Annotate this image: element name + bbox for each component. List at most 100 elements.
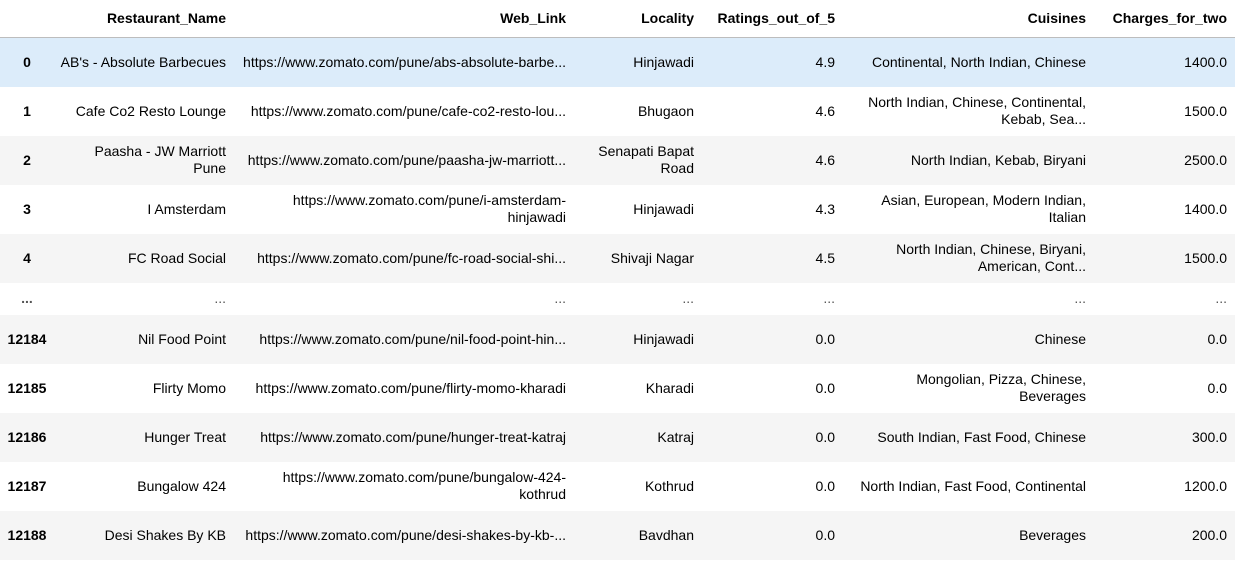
table-body: 0 AB's - Absolute Barbecues https://www.zo… xyxy=(0,37,1235,560)
cell-restaurant-name: Desi Shakes By KB xyxy=(104,526,226,543)
cell-web-link: https://www.zomato.com/pune/hunger-treat… xyxy=(260,428,566,445)
cell-ratings: 0.0 xyxy=(815,330,835,347)
row-index: 1 xyxy=(23,102,31,119)
cell-web-link: https://www.zomato.com/pune/flirty-momo-… xyxy=(255,379,566,396)
cell-ratings: 0.0 xyxy=(815,428,835,445)
cell-charges: 2500.0 xyxy=(1184,151,1227,168)
cell-locality: Hinjawadi xyxy=(633,330,694,347)
cell-locality: Katraj xyxy=(657,428,694,445)
cell-cuisines: Asian, European, Modern Indian, Italian xyxy=(881,192,1086,225)
cell-locality: Shivaji Nagar xyxy=(610,249,694,266)
table-row[interactable]: 12187 Bungalow 424 https://www.zomato.com/… xyxy=(0,461,1235,511)
cell-restaurant-name: Hunger Treat xyxy=(144,428,226,445)
cell-restaurant-name: Nil Food Point xyxy=(138,330,226,347)
cell-restaurant-name: Cafe Co2 Resto Lounge xyxy=(75,102,226,119)
row-index: 3 xyxy=(23,200,31,217)
cell-web-link: https://www.zomato.com/pune/cafe-co2-res… xyxy=(250,102,566,119)
cell-ratings: 0.0 xyxy=(815,477,835,494)
cell-web-link: https://www.zomato.com/pune/fc-road-soci… xyxy=(257,249,566,266)
cell-locality: Kothrud xyxy=(644,477,694,494)
cell-charges: 1500.0 xyxy=(1184,249,1227,266)
header-ratings[interactable]: Ratings_out_of_5 xyxy=(702,0,843,38)
cell-locality: Kharadi xyxy=(645,379,694,396)
cell-restaurant-name: Flirty Momo xyxy=(152,379,226,396)
cell-charges: 1400.0 xyxy=(1184,53,1227,70)
cell-restaurant-name: ... xyxy=(214,290,226,306)
table-row[interactable]: 12185 Flirty Momo https://www.zomato.com/p… xyxy=(0,363,1235,413)
row-index: ... xyxy=(21,290,33,306)
cell-restaurant-name: FC Road Social xyxy=(127,249,226,266)
cell-web-link: ... xyxy=(554,290,566,306)
table-row[interactable]: 2 Paasha - JW Marriott Pune https://www.zo… xyxy=(0,135,1235,185)
cell-web-link: https://www.zomato.com/pune/i-amsterdam-… xyxy=(292,192,566,225)
cell-cuisines: Continental, North Indian, Chinese xyxy=(871,53,1086,70)
cell-locality: ... xyxy=(682,290,694,306)
cell-cuisines: North Indian, Chinese, Biryani, American… xyxy=(896,241,1086,274)
cell-locality: Senapati Bapat Road xyxy=(598,143,694,176)
cell-charges: 1400.0 xyxy=(1184,200,1227,217)
cell-cuisines: South Indian, Fast Food, Chinese xyxy=(877,428,1086,445)
cell-locality: Hinjawadi xyxy=(633,53,694,70)
row-index: 12186 xyxy=(7,428,47,445)
cell-web-link: https://www.zomato.com/pune/abs-absolute… xyxy=(243,53,566,70)
cell-cuisines: Mongolian, Pizza, Chinese, Beverages xyxy=(916,371,1086,404)
header-restaurant-name[interactable]: Restaurant_Name xyxy=(50,0,234,38)
header-charges[interactable]: Charges_for_two xyxy=(1094,0,1235,38)
cell-cuisines: Chinese xyxy=(1034,330,1086,347)
table-row[interactable]: 4 FC Road Social https://www.zomato.com/pu… xyxy=(0,233,1235,283)
ellipsis-row[interactable]: ..................... xyxy=(0,282,1235,315)
cell-locality: Bavdhan xyxy=(638,526,694,543)
row-index: 2 xyxy=(23,151,31,168)
cell-cuisines: ... xyxy=(1074,290,1086,306)
table-row[interactable]: 1 Cafe Co2 Resto Lounge https://www.zomato… xyxy=(0,86,1235,136)
cell-ratings: 4.6 xyxy=(815,102,835,119)
cell-ratings: 4.5 xyxy=(815,249,835,266)
header-cuisines[interactable]: Cuisines xyxy=(843,0,1094,38)
table-row[interactable]: 0 AB's - Absolute Barbecues https://www.zo… xyxy=(0,37,1235,87)
cell-cuisines: North Indian, Chinese, Continental, Keba… xyxy=(868,94,1086,127)
cell-charges: 0.0 xyxy=(1207,379,1227,396)
cell-charges: 1200.0 xyxy=(1184,477,1227,494)
table-row[interactable]: 12186 Hunger Treat https://www.zomato.com/… xyxy=(0,412,1235,462)
cell-charges: 200.0 xyxy=(1191,526,1227,543)
cell-web-link: https://www.zomato.com/pune/bungalow-424… xyxy=(282,469,566,502)
cell-ratings: 4.3 xyxy=(815,200,835,217)
cell-ratings: 0.0 xyxy=(815,379,835,396)
cell-ratings: 0.0 xyxy=(815,526,835,543)
header-locality[interactable]: Locality xyxy=(574,0,702,38)
cell-ratings: 4.6 xyxy=(815,151,835,168)
row-index: 12184 xyxy=(7,330,47,347)
cell-ratings: 4.9 xyxy=(815,53,835,70)
cell-web-link: https://www.zomato.com/pune/desi-shakes-… xyxy=(245,526,566,543)
cell-ratings: ... xyxy=(823,290,835,306)
cell-cuisines: North Indian, Fast Food, Continental xyxy=(860,477,1086,494)
cell-charges: ... xyxy=(1215,290,1227,306)
cell-restaurant-name: Bungalow 424 xyxy=(137,477,226,494)
table-row[interactable]: 12184 Nil Food Point https://www.zomato.co… xyxy=(0,314,1235,364)
cell-charges: 300.0 xyxy=(1191,428,1227,445)
cell-web-link: https://www.zomato.com/pune/nil-food-poi… xyxy=(259,330,566,347)
cell-restaurant-name: Paasha - JW Marriott Pune xyxy=(94,143,226,176)
cell-restaurant-name: I Amsterdam xyxy=(147,200,226,217)
header-index xyxy=(0,0,50,38)
cell-cuisines: Beverages xyxy=(1019,526,1086,543)
table-row[interactable]: 12188 Desi Shakes By KB https://www.zomato… xyxy=(0,510,1235,560)
cell-charges: 1500.0 xyxy=(1184,102,1227,119)
cell-cuisines: North Indian, Kebab, Biryani xyxy=(910,151,1086,168)
cell-web-link: https://www.zomato.com/pune/paasha-jw-ma… xyxy=(247,151,566,168)
cell-locality: Bhugaon xyxy=(637,102,694,119)
table-row[interactable]: 3 I Amsterdam https://www.zomato.com/pune/… xyxy=(0,184,1235,234)
row-index: 4 xyxy=(23,249,31,266)
row-index: 12185 xyxy=(7,379,47,396)
cell-restaurant-name: AB's - Absolute Barbecues xyxy=(60,53,226,70)
row-index: 12188 xyxy=(7,526,47,543)
cell-locality: Hinjawadi xyxy=(633,200,694,217)
row-index: 0 xyxy=(23,53,31,70)
table-header: Restaurant_Name Web_Link Locality Rating… xyxy=(0,0,1235,38)
row-index: 12187 xyxy=(7,477,47,494)
header-row: Restaurant_Name Web_Link Locality Rating… xyxy=(0,0,1235,38)
header-web-link[interactable]: Web_Link xyxy=(234,0,574,38)
cell-charges: 0.0 xyxy=(1207,330,1227,347)
